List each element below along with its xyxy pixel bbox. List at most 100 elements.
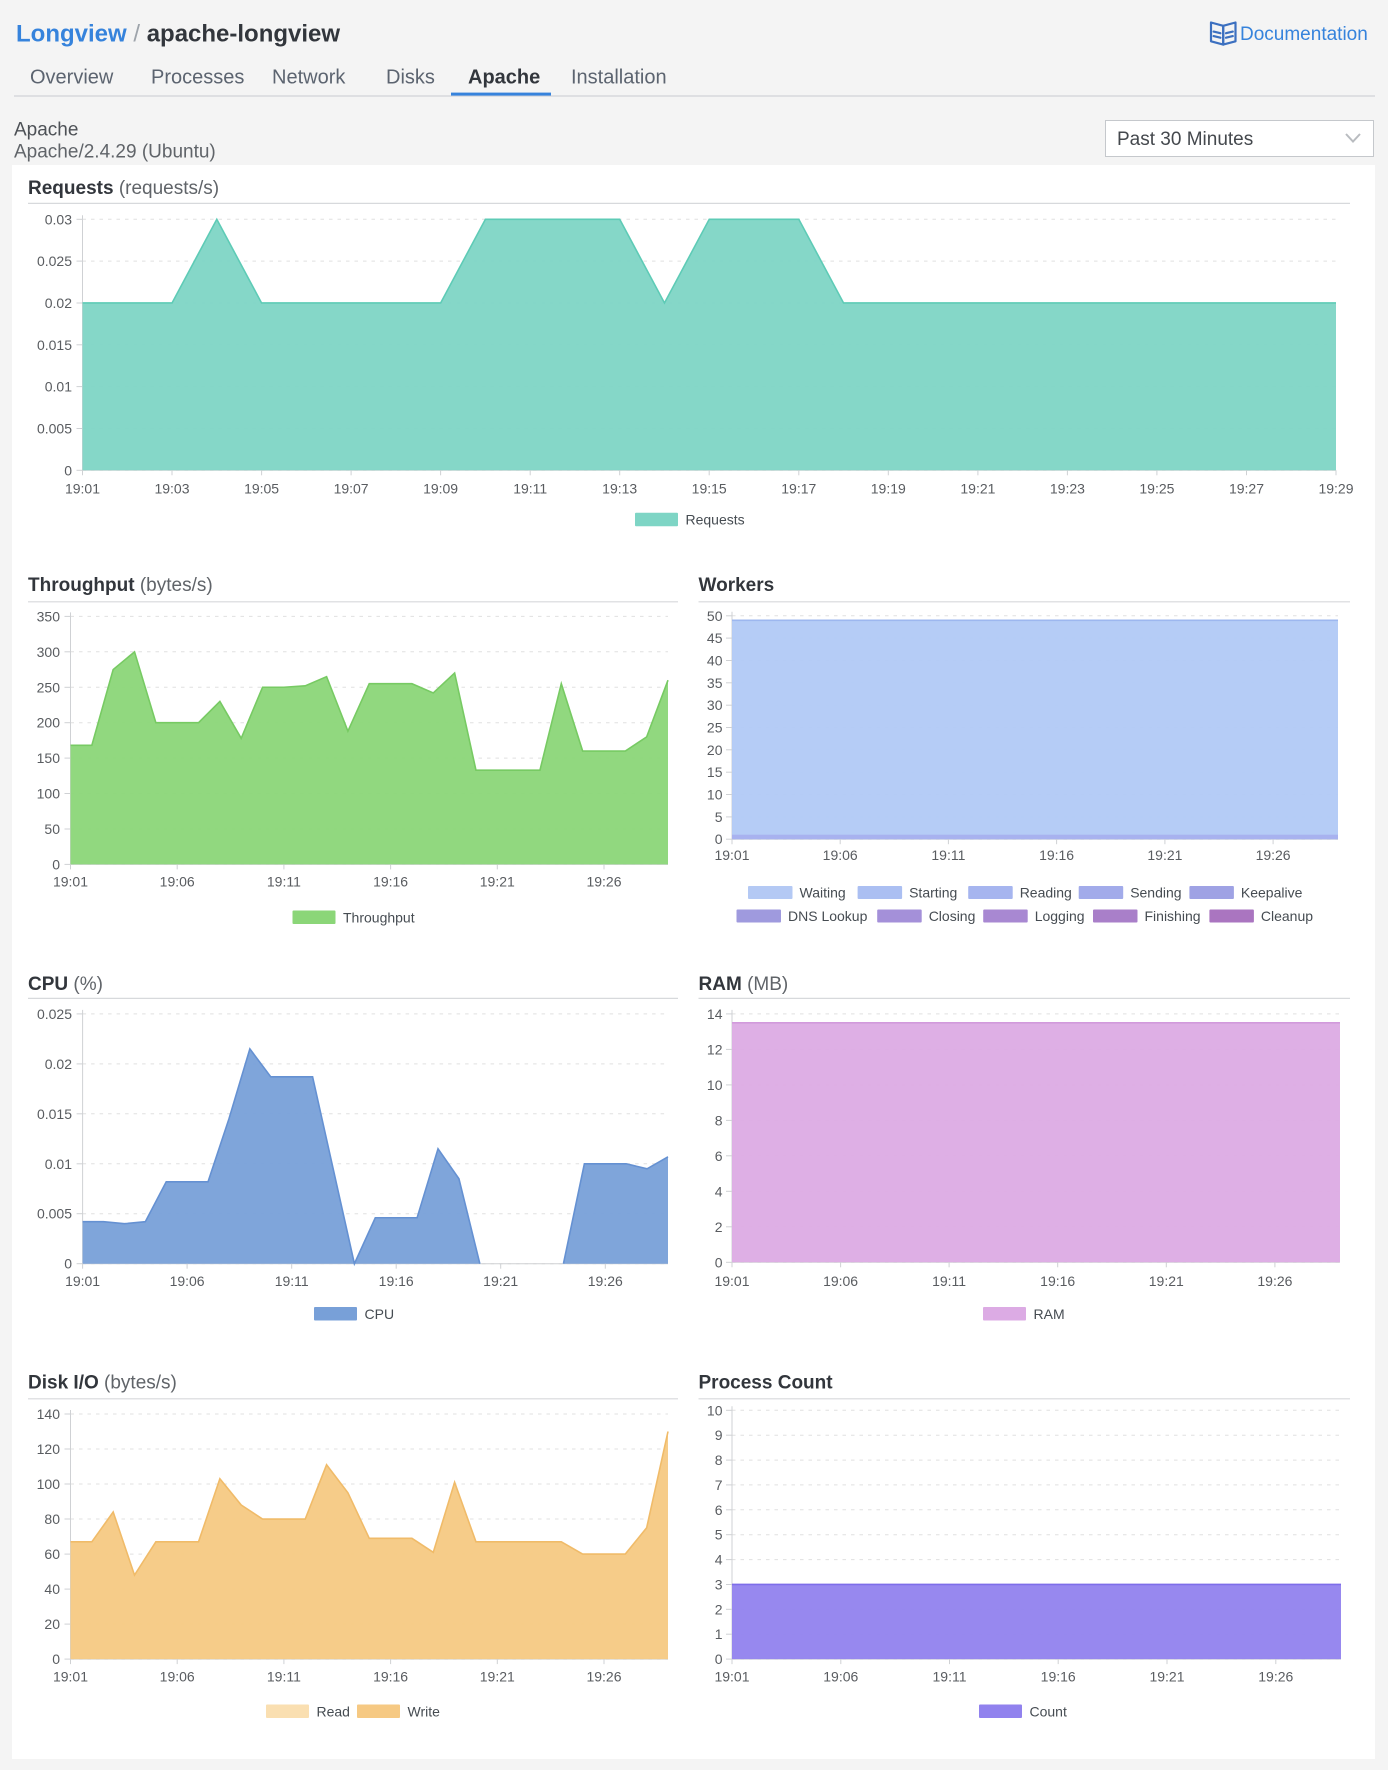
svg-text:7: 7 xyxy=(715,1477,723,1493)
svg-text:19:06: 19:06 xyxy=(823,847,858,863)
svg-text:19:01: 19:01 xyxy=(65,481,100,497)
svg-text:19:06: 19:06 xyxy=(160,1669,195,1685)
svg-text:Sending: Sending xyxy=(1130,885,1181,901)
svg-text:19:21: 19:21 xyxy=(480,1669,515,1685)
svg-text:19:06: 19:06 xyxy=(160,874,195,890)
svg-text:Apache: Apache xyxy=(14,120,78,141)
svg-text:0: 0 xyxy=(715,831,723,847)
svg-text:Waiting: Waiting xyxy=(800,885,846,901)
svg-text:19:16: 19:16 xyxy=(373,1669,408,1685)
svg-text:19:11: 19:11 xyxy=(931,847,965,863)
svg-text:19:26: 19:26 xyxy=(1258,1669,1293,1685)
svg-text:19:16: 19:16 xyxy=(373,874,408,890)
svg-text:50: 50 xyxy=(44,821,60,837)
svg-text:2: 2 xyxy=(715,1601,723,1617)
svg-text:0.02: 0.02 xyxy=(45,295,72,311)
svg-text:0.02: 0.02 xyxy=(45,1056,72,1072)
svg-text:19:21: 19:21 xyxy=(960,481,995,497)
svg-text:19:11: 19:11 xyxy=(275,1273,309,1289)
svg-text:19:05: 19:05 xyxy=(244,481,279,497)
svg-text:19:06: 19:06 xyxy=(823,1273,858,1289)
svg-text:0.01: 0.01 xyxy=(45,379,72,395)
svg-text:6: 6 xyxy=(715,1148,723,1164)
svg-text:15: 15 xyxy=(707,764,723,780)
svg-text:19:26: 19:26 xyxy=(1257,1273,1292,1289)
svg-text:19:26: 19:26 xyxy=(1256,847,1291,863)
svg-text:Process Count: Process Count xyxy=(699,1373,834,1394)
svg-text:4: 4 xyxy=(715,1183,723,1199)
svg-text:19:11: 19:11 xyxy=(267,1669,301,1685)
svg-text:0.025: 0.025 xyxy=(37,253,72,269)
svg-text:Processes: Processes xyxy=(151,67,244,89)
svg-text:6: 6 xyxy=(715,1502,723,1518)
svg-text:19:06: 19:06 xyxy=(823,1669,858,1685)
svg-text:Overview: Overview xyxy=(30,67,114,89)
svg-text:12: 12 xyxy=(707,1041,723,1057)
svg-text:40: 40 xyxy=(44,1581,60,1597)
svg-text:80: 80 xyxy=(44,1511,60,1527)
svg-text:19:01: 19:01 xyxy=(65,1273,100,1289)
svg-text:Requests: Requests xyxy=(686,512,745,528)
svg-text:0: 0 xyxy=(52,856,60,872)
svg-text:5: 5 xyxy=(715,1527,723,1543)
svg-text:19:03: 19:03 xyxy=(154,481,189,497)
svg-text:4: 4 xyxy=(715,1552,723,1568)
svg-text:19:13: 19:13 xyxy=(602,481,637,497)
svg-text:Finishing: Finishing xyxy=(1145,908,1201,924)
svg-text:Count: Count xyxy=(1030,1703,1067,1719)
svg-text:Installation: Installation xyxy=(571,67,667,89)
svg-text:19:21: 19:21 xyxy=(1149,1669,1184,1685)
svg-text:19:01: 19:01 xyxy=(53,1669,88,1685)
svg-text:Disks: Disks xyxy=(386,67,435,89)
svg-text:Workers: Workers xyxy=(699,575,775,596)
svg-text:0: 0 xyxy=(715,1254,723,1270)
svg-text:19:15: 19:15 xyxy=(692,481,727,497)
svg-text:19:21: 19:21 xyxy=(480,874,515,890)
svg-text:Documentation: Documentation xyxy=(1240,24,1368,45)
svg-text:0: 0 xyxy=(64,462,72,478)
svg-text:19:21: 19:21 xyxy=(1147,847,1182,863)
svg-text:19:26: 19:26 xyxy=(586,874,621,890)
svg-text:19:16: 19:16 xyxy=(1041,1669,1076,1685)
svg-text:19:01: 19:01 xyxy=(714,1273,749,1289)
svg-text:10: 10 xyxy=(707,1077,723,1093)
svg-text:5: 5 xyxy=(715,809,723,825)
svg-text:Longview / apache-longview: Longview / apache-longview xyxy=(16,21,340,48)
svg-text:19:21: 19:21 xyxy=(483,1273,518,1289)
svg-text:19:26: 19:26 xyxy=(588,1273,623,1289)
svg-text:19:11: 19:11 xyxy=(513,481,547,497)
svg-text:RAM: RAM xyxy=(1034,1306,1065,1322)
svg-text:30: 30 xyxy=(707,697,723,713)
svg-text:200: 200 xyxy=(37,715,61,731)
svg-text:19:29: 19:29 xyxy=(1318,481,1353,497)
svg-text:Requests (requests/s): Requests (requests/s) xyxy=(28,178,219,199)
svg-text:0.015: 0.015 xyxy=(37,1106,72,1122)
svg-text:19:06: 19:06 xyxy=(170,1273,205,1289)
svg-text:2: 2 xyxy=(715,1219,723,1235)
svg-text:19:09: 19:09 xyxy=(423,481,458,497)
svg-text:100: 100 xyxy=(37,786,61,802)
svg-text:19:26: 19:26 xyxy=(586,1669,621,1685)
svg-text:10: 10 xyxy=(707,1402,723,1418)
svg-text:CPU (%): CPU (%) xyxy=(28,974,103,995)
svg-text:0.01: 0.01 xyxy=(45,1156,72,1172)
svg-text:Network: Network xyxy=(272,67,346,89)
svg-text:19:16: 19:16 xyxy=(379,1273,414,1289)
svg-text:Reading: Reading xyxy=(1020,885,1072,901)
svg-text:14: 14 xyxy=(707,1006,723,1022)
svg-text:0.005: 0.005 xyxy=(37,421,72,437)
svg-text:19:19: 19:19 xyxy=(871,481,906,497)
svg-text:19:07: 19:07 xyxy=(334,481,369,497)
svg-text:19:11: 19:11 xyxy=(267,874,301,890)
svg-text:19:01: 19:01 xyxy=(53,874,88,890)
svg-text:19:17: 19:17 xyxy=(781,481,816,497)
svg-text:250: 250 xyxy=(37,679,61,695)
svg-text:0.005: 0.005 xyxy=(37,1206,72,1222)
svg-text:60: 60 xyxy=(44,1546,60,1562)
svg-text:19:11: 19:11 xyxy=(933,1669,967,1685)
svg-text:50: 50 xyxy=(707,608,723,624)
svg-text:19:16: 19:16 xyxy=(1039,847,1074,863)
svg-text:Throughput: Throughput xyxy=(343,909,415,925)
svg-text:1: 1 xyxy=(715,1626,723,1642)
svg-text:19:27: 19:27 xyxy=(1229,481,1264,497)
